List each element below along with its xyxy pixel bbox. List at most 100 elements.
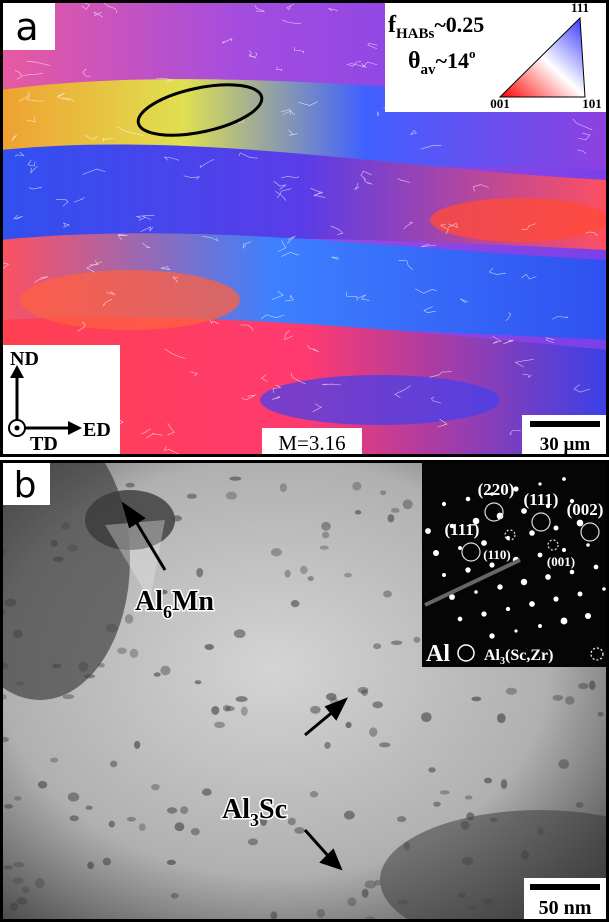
texture	[180, 806, 188, 814]
texture	[562, 477, 566, 481]
texture	[171, 515, 182, 521]
texture	[310, 791, 318, 797]
texture	[465, 796, 473, 800]
texture	[538, 624, 542, 628]
texture	[553, 525, 558, 530]
text: θ	[408, 48, 421, 74]
legend-label: Al	[426, 641, 450, 667]
texture	[175, 822, 185, 831]
texture	[300, 566, 308, 574]
texture	[51, 540, 58, 547]
texture	[130, 649, 139, 658]
spot-label: (001)	[547, 554, 575, 569]
text: ~14	[436, 48, 469, 73]
texture	[125, 614, 133, 623]
text: Al	[222, 794, 250, 825]
texture	[466, 497, 471, 502]
texture	[4, 865, 13, 869]
texture	[578, 592, 583, 597]
texture	[545, 574, 551, 580]
texture	[13, 862, 24, 868]
texture	[86, 806, 93, 810]
texture	[280, 483, 287, 492]
texture	[537, 827, 543, 835]
texture	[594, 565, 599, 570]
texture	[562, 548, 566, 552]
al6mn-label: Al6Mn	[135, 586, 214, 622]
texture	[288, 818, 296, 826]
subscript: av	[421, 62, 437, 78]
texture	[321, 522, 331, 531]
texture	[577, 520, 584, 527]
texture	[403, 499, 413, 509]
texture	[559, 759, 570, 769]
texture	[489, 633, 494, 638]
texture	[466, 812, 474, 820]
ipf-label: 001	[490, 96, 510, 111]
texture	[84, 674, 96, 678]
texture	[565, 696, 575, 705]
texture	[202, 788, 212, 795]
texture	[462, 857, 473, 865]
texture	[52, 664, 61, 669]
text: Sc	[259, 794, 287, 825]
texture	[4, 599, 16, 607]
texture	[9, 902, 18, 911]
texture	[225, 706, 235, 711]
scale-bar	[530, 884, 600, 890]
texture	[16, 681, 25, 685]
texture	[497, 584, 502, 589]
texture	[458, 546, 462, 550]
text: Mn	[172, 586, 214, 617]
texture	[521, 850, 529, 860]
texture	[474, 590, 478, 594]
texture	[324, 742, 330, 749]
texture	[465, 567, 470, 572]
texture	[345, 722, 351, 728]
texture	[294, 827, 304, 834]
texture	[553, 596, 558, 601]
texture	[383, 591, 392, 598]
texture	[98, 663, 105, 667]
out-of-plane	[15, 426, 20, 431]
scale-label: 30 µm	[540, 434, 591, 455]
texture	[538, 482, 541, 485]
texture	[322, 532, 329, 539]
texture	[344, 811, 355, 820]
texture	[134, 741, 140, 749]
texture	[570, 570, 575, 575]
texture	[521, 579, 527, 585]
texture	[404, 842, 410, 851]
texture	[458, 892, 466, 897]
texture	[69, 815, 78, 821]
text: Al	[484, 647, 501, 664]
panel-label: b	[14, 465, 37, 506]
texture	[442, 502, 446, 506]
texture	[506, 607, 510, 611]
texture	[561, 618, 568, 625]
texture	[308, 576, 314, 581]
texture	[139, 823, 146, 831]
texture	[291, 600, 300, 607]
texture	[214, 722, 225, 729]
texture	[471, 697, 481, 702]
texture	[481, 611, 486, 616]
axis-label: ND	[10, 348, 39, 370]
texture	[506, 688, 517, 695]
texture	[151, 784, 159, 790]
texture	[589, 681, 595, 690]
texture	[529, 601, 535, 607]
texture	[497, 713, 506, 723]
subscript: 3	[250, 810, 259, 830]
texture	[585, 613, 591, 619]
texture	[160, 666, 170, 676]
texture	[490, 817, 498, 822]
texture	[387, 514, 394, 522]
texture	[126, 483, 135, 488]
texture	[236, 696, 248, 702]
texture	[489, 562, 494, 567]
texture	[461, 821, 470, 830]
texture	[270, 911, 277, 919]
texture	[469, 905, 477, 909]
texture	[514, 629, 517, 632]
